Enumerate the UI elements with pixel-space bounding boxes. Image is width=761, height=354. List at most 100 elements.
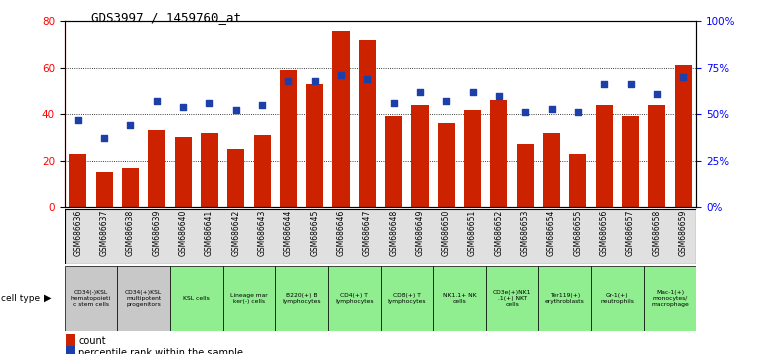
Bar [275,266,328,331]
Text: GSM686639: GSM686639 [152,210,161,256]
Bar [644,266,696,331]
Bar [170,266,223,331]
Bar [380,209,407,264]
Text: GSM686655: GSM686655 [573,210,582,256]
Point [72,117,84,122]
Bar [117,266,170,331]
Bar [385,116,403,207]
Bar [306,84,323,207]
Bar [170,209,196,264]
Bar [228,149,244,207]
Bar [539,209,565,264]
Bar [275,209,301,264]
Bar [486,209,512,264]
Text: GSM686650: GSM686650 [442,210,451,256]
Bar [433,266,486,331]
Point [546,106,558,112]
Bar [512,209,539,264]
Text: count: count [78,336,106,346]
Text: CD4(+) T
lymphocytes: CD4(+) T lymphocytes [335,293,374,304]
Text: GSM686653: GSM686653 [521,210,530,256]
Bar [301,209,328,264]
Bar [117,209,144,264]
Bar [670,209,696,264]
Bar [223,209,249,264]
Point [151,98,163,104]
Bar [144,209,170,264]
Bar [223,266,275,331]
Text: Gr-1(+)
neutrophils: Gr-1(+) neutrophils [600,293,635,304]
Point [335,72,347,78]
Point [414,89,426,95]
Text: GSM686641: GSM686641 [205,210,214,256]
Point [282,78,295,84]
Text: KSL cells: KSL cells [183,296,209,301]
Text: cell type: cell type [1,294,40,303]
Bar [517,144,533,207]
Point [598,81,610,87]
Bar [249,209,275,264]
Bar [65,266,117,331]
Point [256,102,268,108]
Text: GSM686642: GSM686642 [231,210,240,256]
Text: Mac-1(+)
monocytes/
macrophage: Mac-1(+) monocytes/ macrophage [651,290,689,307]
Point [440,98,452,104]
Text: ▶: ▶ [44,293,52,303]
Text: GSM686652: GSM686652 [495,210,504,256]
Bar [486,266,539,331]
Bar [644,209,670,264]
Text: CD8(+) T
lymphocytes: CD8(+) T lymphocytes [387,293,426,304]
Text: CD3e(+)NK1
.1(+) NKT
cells: CD3e(+)NK1 .1(+) NKT cells [493,290,531,307]
Bar [490,100,508,207]
Text: GSM686645: GSM686645 [310,210,319,256]
Bar [328,209,354,264]
Point [651,91,663,97]
Point [387,100,400,106]
Bar [65,209,91,264]
Text: GSM686654: GSM686654 [547,210,556,256]
Bar [543,133,560,207]
Bar [69,154,87,207]
Bar [622,116,639,207]
Point [519,109,531,115]
Bar [96,172,113,207]
Bar [539,266,591,331]
Text: GSM686640: GSM686640 [179,210,188,256]
Bar [648,105,665,207]
Bar [358,40,376,207]
Bar [617,209,644,264]
Text: GSM686658: GSM686658 [652,210,661,256]
Bar [66,335,75,347]
Point [625,81,637,87]
Text: GSM686647: GSM686647 [363,210,372,256]
Point [124,122,136,128]
Bar [591,209,617,264]
Text: CD34(-)KSL
hematopoieti
c stem cells: CD34(-)KSL hematopoieti c stem cells [71,290,111,307]
Text: percentile rank within the sample: percentile rank within the sample [78,348,243,354]
Text: GSM686638: GSM686638 [126,210,135,256]
Point [203,100,215,106]
Bar [433,209,460,264]
Text: GDS3997 / 1459760_at: GDS3997 / 1459760_at [91,11,241,24]
Point [309,78,321,84]
Bar [354,209,380,264]
Bar [569,154,587,207]
Text: GSM686651: GSM686651 [468,210,477,256]
Point [677,74,689,80]
Bar [196,209,222,264]
Bar [328,266,380,331]
Text: NK1.1+ NK
cells: NK1.1+ NK cells [443,293,476,304]
Text: GSM686657: GSM686657 [626,210,635,256]
Text: GSM686646: GSM686646 [336,210,345,256]
Bar [201,133,218,207]
Bar [91,209,117,264]
Text: GSM686643: GSM686643 [257,210,266,256]
Bar [412,105,428,207]
Bar [122,167,139,207]
Point [98,136,110,141]
Bar [407,209,433,264]
Bar [565,209,591,264]
Text: GSM686637: GSM686637 [100,210,109,256]
Point [493,93,505,98]
Text: Ter119(+)
erythroblasts: Ter119(+) erythroblasts [545,293,584,304]
